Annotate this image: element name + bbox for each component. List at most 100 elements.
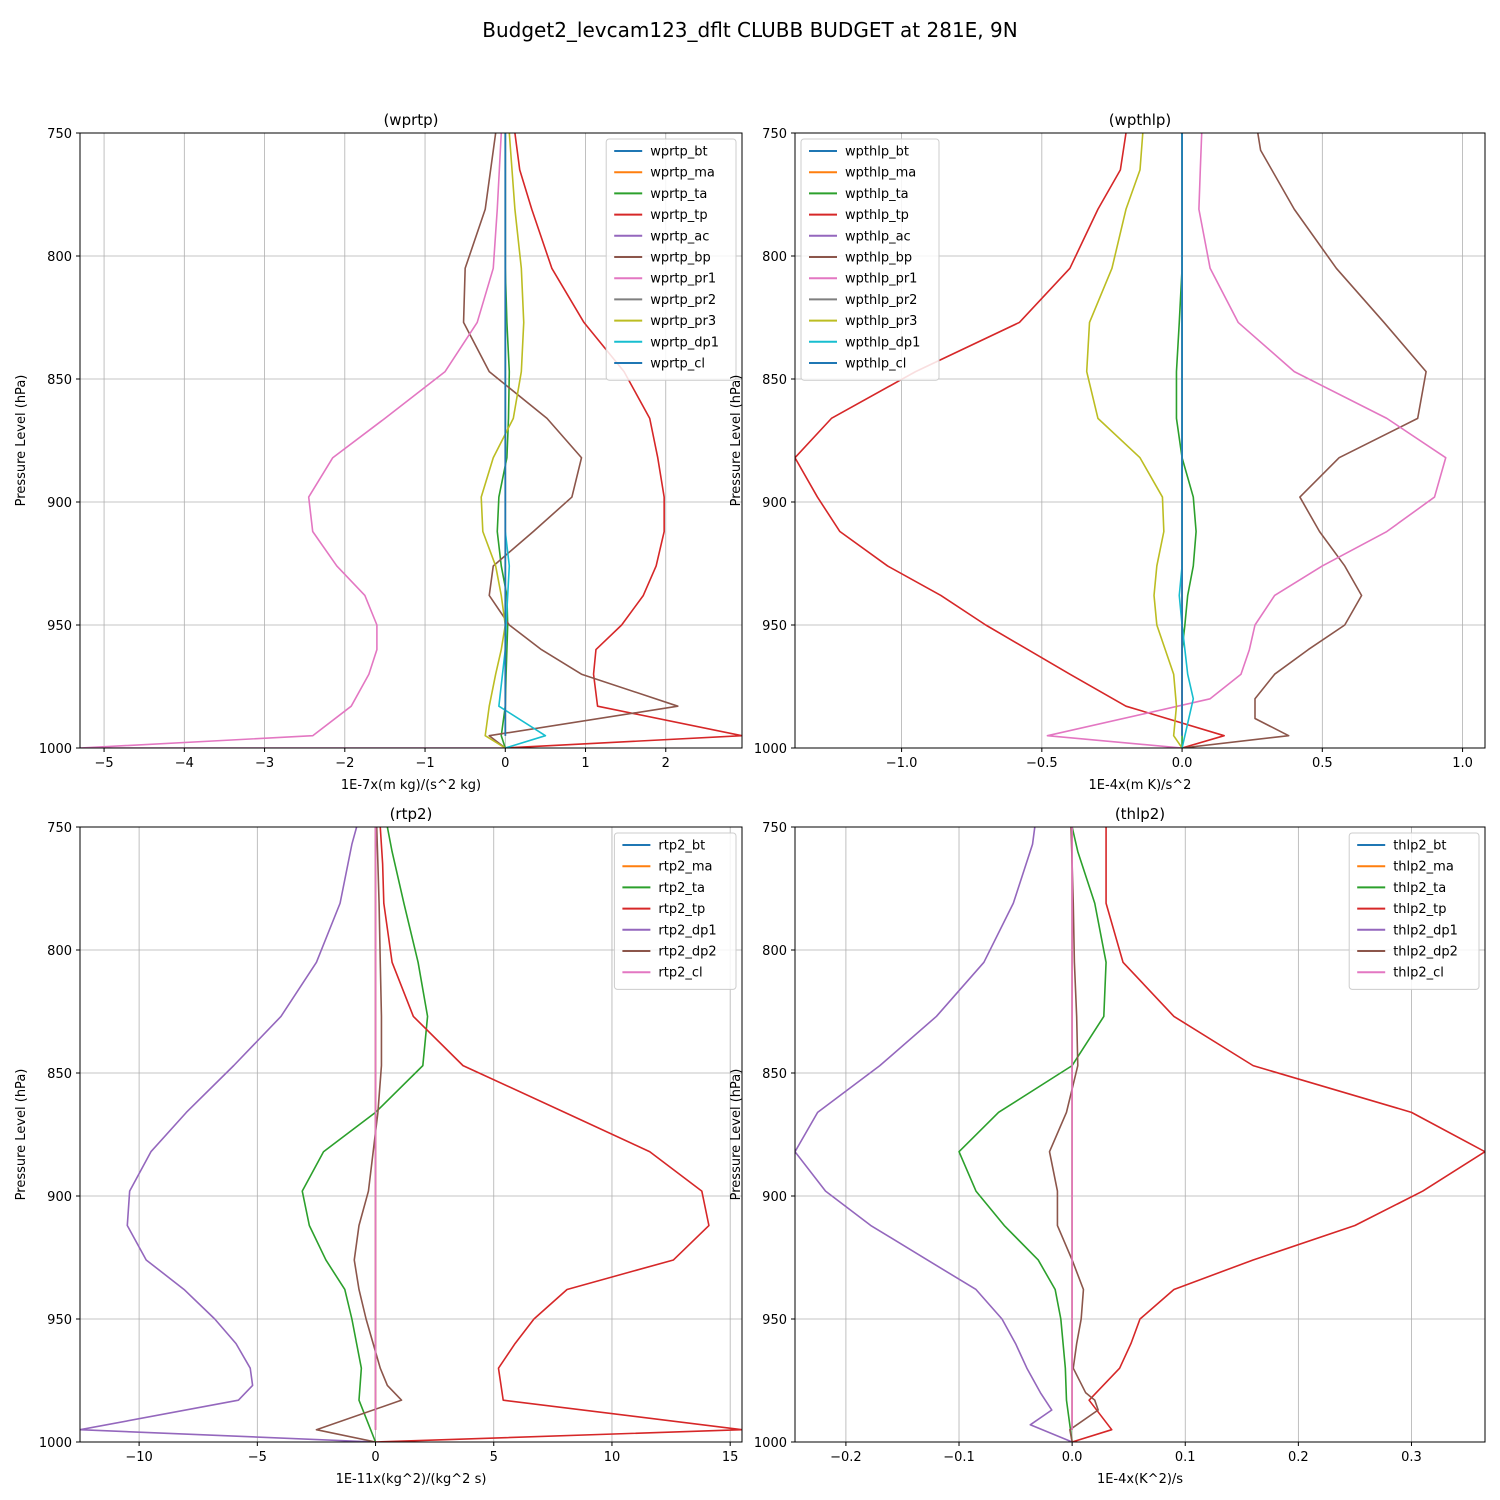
series-line-wpthlp_bp (1181, 133, 1427, 748)
x-tick-label: 2 (662, 756, 670, 771)
x-tick-label: 0.1 (1175, 1450, 1196, 1465)
y-tick-label: 750 (47, 127, 72, 142)
legend-label-wpthlp_bp: wpthlp_bp (845, 251, 912, 266)
series-line-rtp2_tp (375, 827, 742, 1442)
y-tick-label: 1000 (754, 1436, 787, 1451)
legend-label-rtp2_cl: rtp2_cl (658, 966, 702, 981)
x-tick-label: −0.5 (1026, 756, 1058, 771)
series-line-wpthlp_pr3 (1085, 133, 1183, 748)
x-tick-label: 5 (490, 1450, 498, 1465)
legend-label-thlp2_dp1: thlp2_dp1 (1393, 923, 1458, 938)
y-tick-label: 800 (47, 944, 72, 959)
series-line-thlp2_ta (958, 827, 1107, 1442)
x-tick-label: −3 (255, 756, 274, 771)
legend-label-rtp2_dp2: rtp2_dp2 (658, 945, 716, 960)
x-tick-label: −4 (175, 756, 194, 771)
x-tick-label: 0.0 (1062, 1450, 1083, 1465)
series-line-wprtp_bp (462, 133, 679, 748)
x-tick-label: −5 (248, 1450, 267, 1465)
y-tick-label: 750 (47, 821, 72, 836)
x-tick-label: −10 (125, 1450, 152, 1465)
y-axis-label: Pressure Level (hPa) (14, 1069, 29, 1201)
legend-label-wprtp_pr2: wprtp_pr2 (650, 293, 716, 308)
axes-frame (794, 826, 1486, 1443)
x-tick-label: 0 (371, 1450, 379, 1465)
x-tick-label: 0 (501, 756, 509, 771)
series-line-thlp2_dp2 (1048, 827, 1099, 1442)
x-tick-label: 15 (722, 1450, 739, 1465)
y-tick-label: 1000 (39, 1436, 72, 1451)
series-line-rtp2_dp2 (315, 827, 403, 1442)
y-tick-label: 850 (47, 1067, 72, 1082)
series-lines (795, 827, 1485, 1442)
x-tick-label: −1 (415, 756, 434, 771)
legend-label-wprtp_ta: wprtp_ta (650, 187, 707, 202)
x-tick-label: −0.1 (943, 1450, 975, 1465)
legend-label-wprtp_ma: wprtp_ma (650, 166, 715, 181)
legend: thlp2_bt thlp2_ma thlp2_ta thlp2_tp thlp2_dp… (1348, 832, 1480, 990)
series-line-wpthlp_pr1 (1046, 133, 1447, 748)
series-lines (80, 827, 742, 1442)
y-tick-label: 900 (47, 496, 72, 511)
series-line-wpthlp_tp (795, 133, 1225, 748)
legend-label-wprtp_pr1: wprtp_pr1 (650, 272, 716, 287)
series-line-wprtp_pr1 (80, 133, 506, 748)
legend-label-wpthlp_pr2: wpthlp_pr2 (845, 293, 917, 308)
x-tick-label: 0.0 (1172, 756, 1193, 771)
legend-label-wprtp_tp: wprtp_tp (650, 208, 707, 223)
panels: −5 −4 −3 −2 −1 0 1 27508008509009501000(wprtp)1… (14, 111, 1486, 1487)
y-tick-label: 800 (47, 250, 72, 265)
legend-label-wpthlp_dp1: wpthlp_dp1 (845, 335, 920, 350)
legend-label-wpthlp_tp: wpthlp_tp (845, 208, 909, 223)
y-tick-label: 850 (47, 373, 72, 388)
y-tick-label: 750 (762, 821, 787, 836)
x-tick-label: −2 (335, 756, 354, 771)
legend-label-rtp2_bt: rtp2_bt (658, 839, 705, 854)
legend: wprtp_bt wprtp_ma wprtp_ta wprtp_tp wprtp_ac… (605, 138, 737, 381)
panel-title: (wprtp) (383, 111, 438, 129)
legend-label-wpthlp_cl: wpthlp_cl (845, 357, 906, 372)
x-tick-label: 1.0 (1452, 756, 1473, 771)
legend-label-thlp2_bt: thlp2_bt (1393, 839, 1446, 854)
series-lines (795, 133, 1447, 748)
x-tick-label: 0.5 (1312, 756, 1333, 771)
y-tick-label: 800 (762, 250, 787, 265)
axes-frame (79, 826, 743, 1443)
legend-label-wprtp_pr3: wprtp_pr3 (650, 314, 716, 329)
legend-label-rtp2_tp: rtp2_tp (658, 902, 705, 917)
y-tick-label: 750 (762, 127, 787, 142)
legend-label-thlp2_cl: thlp2_cl (1393, 966, 1444, 981)
legend-label-wpthlp_ta: wpthlp_ta (845, 187, 909, 202)
legend-label-wpthlp_ac: wpthlp_ac (845, 229, 911, 244)
x-tick-label: −1.0 (886, 756, 918, 771)
panel-title: (rtp2) (390, 805, 433, 823)
panel-wpthlp: −1.0 −0.5 0.0 0.5 1.0 750 800 850 900 950 1000 (wpt… (729, 111, 1486, 793)
y-tick-label: 950 (47, 619, 72, 634)
legend: rtp2_bt rtp2_ma rtp2_ta rtp2_tp rtp2_dp1 rtp2… (613, 832, 737, 990)
legend-label-wpthlp_bt: wpthlp_bt (845, 145, 909, 160)
y-tick-label: 950 (762, 619, 787, 634)
figure-title: Budget2_levcam123_dflt CLUBB BUDGET at 2… (482, 18, 1017, 42)
y-tick-label: 900 (762, 496, 787, 511)
series-line-rtp2_dp1 (80, 827, 376, 1442)
y-axis-label: Pressure Level (hPa) (14, 375, 29, 507)
panel-title: (wpthlp) (1109, 111, 1172, 129)
panel-wprtp: −5 −4 −3 −2 −1 0 1 2 750 800 850 900 950 1000 (wprtp) 1… (14, 111, 743, 793)
axes-frame (794, 132, 1486, 749)
y-axis-label: Pressure Level (hPa) (729, 1069, 744, 1201)
legend-label-rtp2_ta: rtp2_ta (658, 881, 705, 896)
y-tick-label: 850 (762, 1067, 787, 1082)
panel-title: (thlp2) (1115, 805, 1165, 823)
x-axis-label: 1E-4x(m K)/s^2 (1089, 778, 1192, 793)
y-tick-label: 900 (762, 1190, 787, 1205)
legend-label-thlp2_ma: thlp2_ma (1393, 860, 1454, 875)
y-tick-label: 950 (762, 1313, 787, 1328)
panel-rtp2: −10 −5 0 5 10 15 750 800 850 900 950 1000 (rtp2) 1E-1… (14, 805, 743, 1487)
y-tick-label: 900 (47, 1190, 72, 1205)
series-line-wprtp_tp (505, 133, 742, 748)
legend-label-wpthlp_pr3: wpthlp_pr3 (845, 314, 917, 329)
legend-label-thlp2_tp: thlp2_tp (1393, 902, 1446, 917)
y-tick-label: 800 (762, 944, 787, 959)
y-tick-label: 950 (47, 1313, 72, 1328)
